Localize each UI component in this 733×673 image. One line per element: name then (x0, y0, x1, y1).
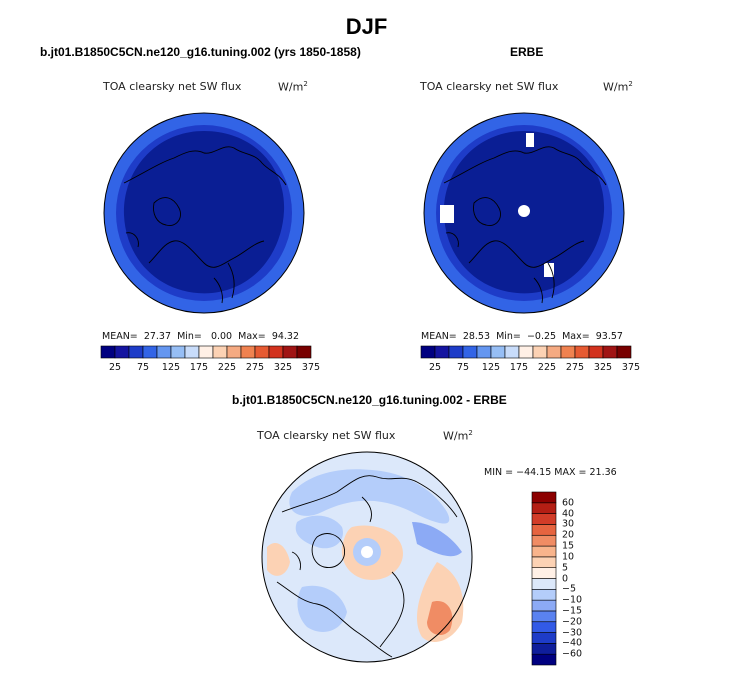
colorbar-tick-label: 225 (537, 362, 557, 373)
colorbar-tick-label: 375 (621, 362, 641, 373)
model-stats: MEAN= 27.37 Min= 0.00 Max= 94.32 (102, 331, 300, 342)
obs-colorbar (420, 345, 632, 359)
colorbar-swatch (616, 345, 632, 359)
colorbar-swatch (462, 345, 478, 359)
colorbar-tick-label: 375 (301, 362, 321, 373)
colorbar-tick-label: −60 (562, 648, 583, 660)
colorbar-swatch (531, 524, 557, 536)
colorbar-swatch (531, 556, 557, 568)
model-variable-label: TOA clearsky net SW flux (103, 80, 242, 93)
colorbar-swatch (504, 345, 520, 359)
obs-polar-map (423, 112, 625, 314)
colorbar-tick-label: 325 (593, 362, 613, 373)
colorbar-tick-label: 5 (562, 562, 569, 574)
colorbar-swatch (574, 345, 590, 359)
colorbar-swatch (546, 345, 562, 359)
colorbar-swatch (156, 345, 172, 359)
colorbar-swatch (490, 345, 506, 359)
model-panel-heading: b.jt01.B1850C5CN.ne120_g16.tuning.002 (y… (40, 45, 361, 59)
diff-minmax: MIN = −44.15 MAX = 21.36 (484, 467, 617, 478)
colorbar-tick-label: 0 (562, 573, 569, 584)
colorbar-swatch (531, 610, 557, 623)
diff-colorbar (531, 491, 557, 666)
colorbar-swatch (198, 345, 214, 359)
colorbar-tick-label: −10 (562, 594, 583, 606)
colorbar-swatch (602, 345, 618, 359)
colorbar-swatch (114, 345, 130, 359)
colorbar-tick-label: 75 (456, 362, 470, 373)
colorbar-swatch (142, 345, 158, 359)
colorbar-swatch (212, 345, 228, 359)
colorbar-swatch (420, 345, 436, 359)
colorbar-tick-label: 125 (481, 362, 501, 373)
colorbar-swatch (531, 589, 557, 601)
colorbar-swatch (254, 345, 270, 359)
colorbar-tick-label: 75 (136, 362, 150, 373)
model-unit-label: W/m2 (278, 80, 308, 94)
colorbar-tick-label: 20 (562, 529, 575, 541)
obs-colorbar-ticks: 25 75 125 175 225 275 325 375 (421, 362, 640, 374)
colorbar-swatch (531, 599, 557, 612)
diff-polar-map (261, 451, 473, 663)
colorbar-tick-label: −30 (562, 627, 583, 639)
colorbar-swatch (588, 345, 604, 359)
colorbar-swatch (240, 345, 256, 359)
colorbar-swatch (531, 643, 557, 655)
colorbar-tick-label: 275 (245, 362, 265, 373)
colorbar-swatch (531, 621, 557, 633)
colorbar-swatch (476, 345, 492, 359)
obs-variable-label: TOA clearsky net SW flux (420, 80, 559, 93)
colorbar-tick-label: −15 (562, 605, 583, 617)
colorbar-tick-label: −40 (562, 637, 583, 649)
colorbar-swatch (531, 534, 557, 547)
colorbar-swatch (531, 545, 557, 558)
diff-panel-heading: b.jt01.B1850C5CN.ne120_g16.tuning.002 - … (232, 393, 507, 407)
colorbar-swatch (268, 345, 284, 359)
colorbar-tick-label: 275 (565, 362, 585, 373)
diff-unit-label: W/m2 (443, 429, 473, 443)
colorbar-tick-label: 30 (562, 518, 575, 530)
colorbar-swatch (531, 513, 557, 525)
colorbar-swatch (296, 345, 312, 359)
colorbar-tick-label: 25 (428, 362, 442, 373)
colorbar-swatch (282, 345, 298, 359)
colorbar-tick-label: −5 (562, 583, 577, 595)
colorbar-swatch (531, 578, 557, 590)
colorbar-tick-label: 60 (562, 497, 575, 509)
colorbar-tick-label: 10 (562, 551, 575, 563)
figure-title: DJF (345, 14, 388, 39)
model-colorbar (100, 345, 312, 359)
colorbar-swatch (448, 345, 464, 359)
colorbar-swatch (170, 345, 186, 359)
colorbar-swatch (531, 491, 557, 504)
colorbar-swatch (434, 345, 450, 359)
obs-panel-heading: ERBE (510, 45, 544, 59)
colorbar-tick-label: 40 (562, 508, 575, 520)
colorbar-tick-label: 125 (161, 362, 181, 373)
diff-colorbar-ticks: 60 40 30 20 15 10 5 0 −5 −10 −15 −20 −30 −40 −60 (562, 492, 602, 665)
colorbar-swatch (531, 653, 557, 666)
colorbar-swatch (560, 345, 576, 359)
colorbar-swatch (531, 567, 557, 579)
colorbar-tick-label: 175 (189, 362, 209, 373)
colorbar-tick-label: 175 (509, 362, 529, 373)
colorbar-swatch (518, 345, 534, 359)
obs-stats: MEAN= 28.53 Min= −0.25 Max= 93.57 (421, 331, 623, 342)
colorbar-swatch (100, 345, 116, 359)
colorbar-tick-label: 25 (108, 362, 122, 373)
model-polar-map (103, 112, 305, 314)
colorbar-swatch (184, 345, 200, 359)
colorbar-swatch (531, 632, 557, 644)
diff-variable-label: TOA clearsky net SW flux (257, 429, 396, 442)
colorbar-swatch (531, 502, 557, 514)
model-colorbar-ticks: 25 75 125 175 225 275 325 375 (101, 362, 320, 374)
colorbar-tick-label: 225 (217, 362, 237, 373)
obs-unit-label: W/m2 (603, 80, 633, 94)
colorbar-tick-label: 325 (273, 362, 293, 373)
colorbar-tick-label: 15 (562, 540, 575, 552)
colorbar-swatch (226, 345, 242, 359)
colorbar-tick-label: −20 (562, 616, 583, 628)
colorbar-swatch (128, 345, 144, 359)
colorbar-swatch (532, 345, 548, 359)
